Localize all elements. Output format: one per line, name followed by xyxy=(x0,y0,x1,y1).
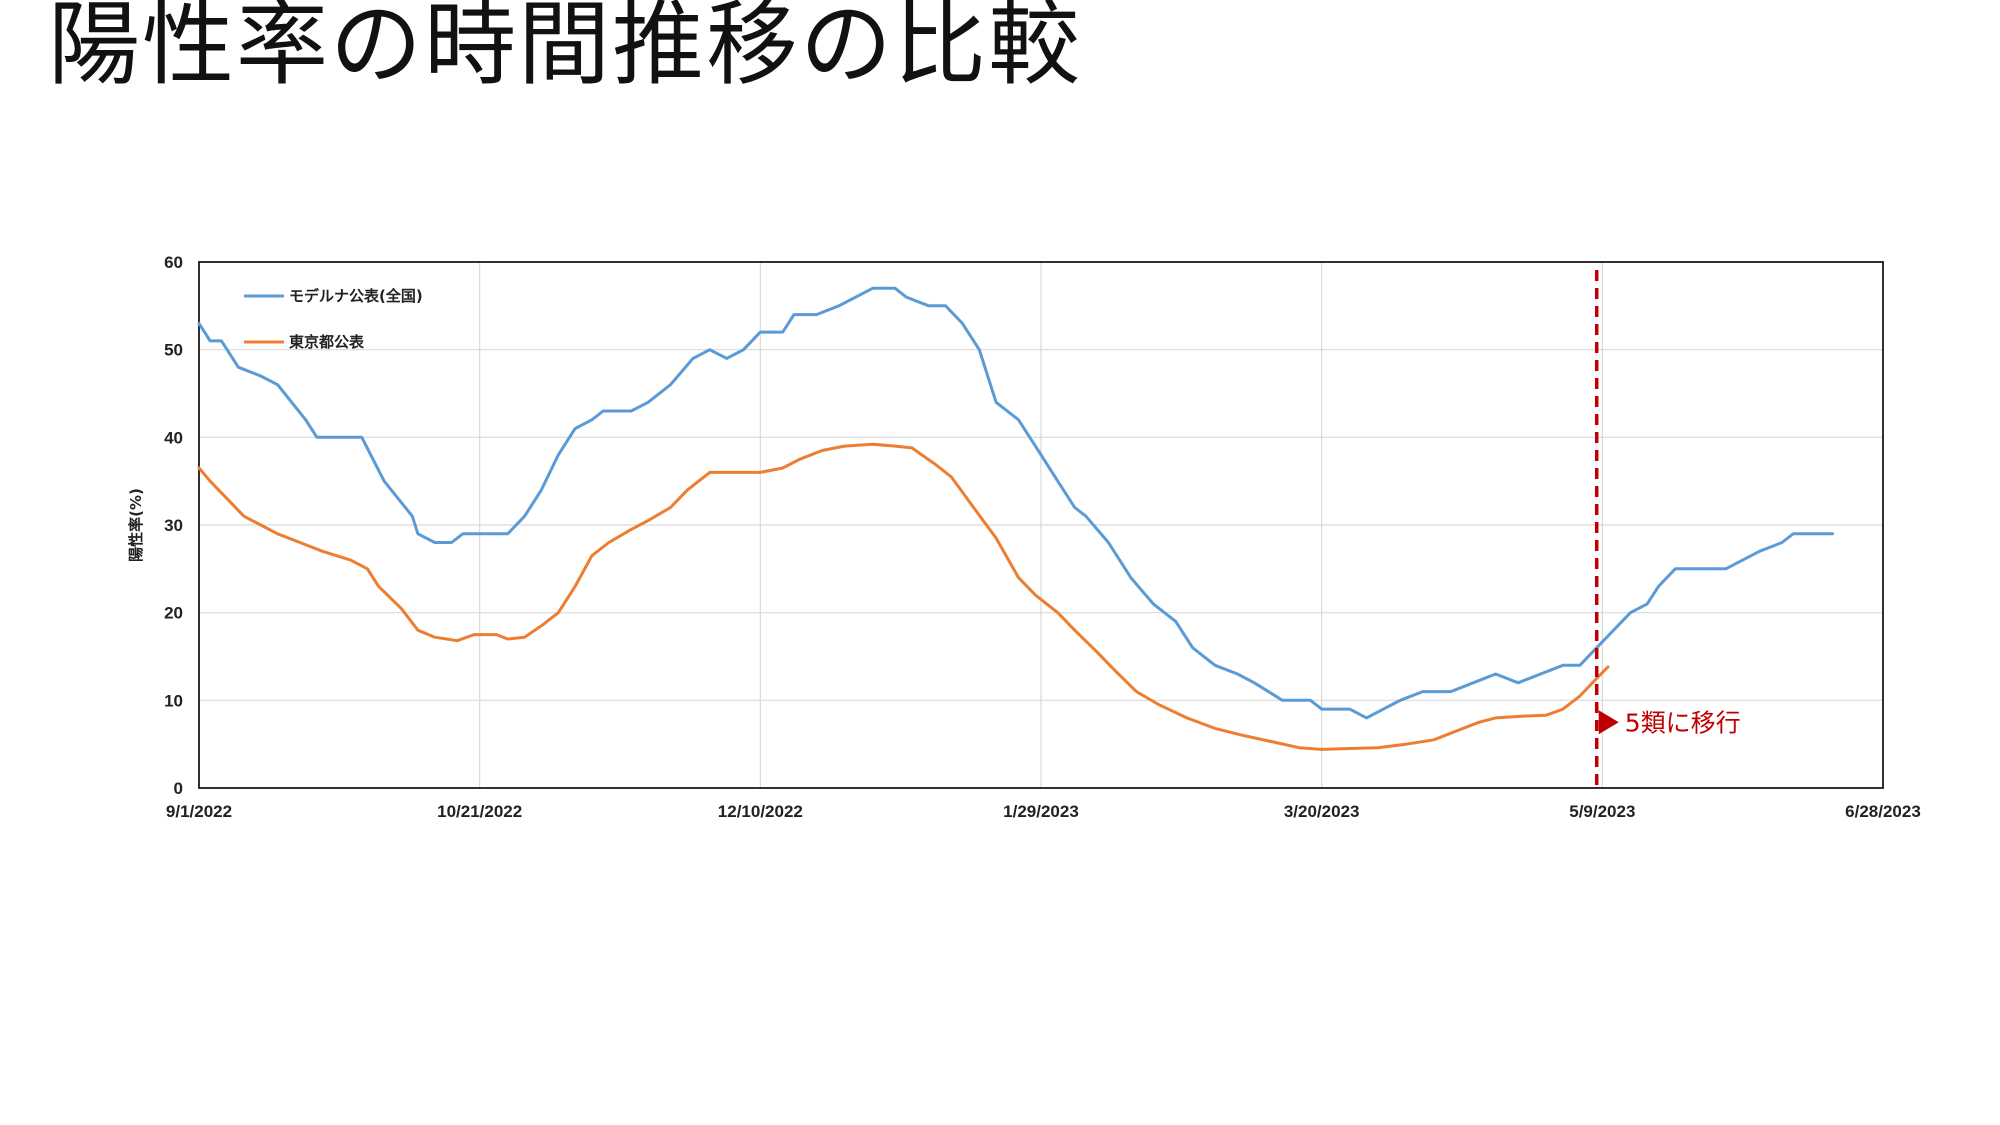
y-axis: 0 10 20 30 40 50 60 xyxy=(164,253,183,798)
x-tick-label: 1/29/2023 xyxy=(1003,802,1079,821)
y-tick-label: 10 xyxy=(164,691,183,710)
y-tick-label: 50 xyxy=(164,341,183,360)
transition-label: 5類に移行 xyxy=(1625,708,1741,737)
x-tick-label: 6/28/2023 xyxy=(1845,802,1921,821)
marker-arrow-icon xyxy=(1598,710,1619,735)
x-tick-label: 10/21/2022 xyxy=(437,802,522,821)
series-layer xyxy=(197,286,1834,751)
x-axis: 9/1/2022 10/21/2022 12/10/2022 1/29/2023 3/2… xyxy=(166,802,1921,821)
y-axis-title: 陽性率(%) xyxy=(127,488,145,562)
x-tick-label: 12/10/2022 xyxy=(718,802,803,821)
y-tick-label: 40 xyxy=(164,428,183,447)
legend: モデルナ公表(全国) 東京都公表 xyxy=(244,287,423,351)
series-line-1 xyxy=(197,286,1834,720)
y-tick-label: 20 xyxy=(164,604,183,623)
x-tick-label: 5/9/2023 xyxy=(1569,802,1635,821)
legend-label-1: モデルナ公表(全国) xyxy=(289,287,423,305)
legend-label-2: 東京都公表 xyxy=(289,333,365,351)
slide-title: 陽性率の時間推移の比較 xyxy=(48,0,1083,98)
plot-area-frame xyxy=(198,261,1884,789)
y-tick-label: 0 xyxy=(174,779,183,798)
y-tick-label: 60 xyxy=(164,253,183,272)
y-tick-label: 30 xyxy=(164,516,183,535)
x-tick-label: 9/1/2022 xyxy=(166,802,232,821)
annotation-layer: 5類に移行 xyxy=(1594,270,1741,788)
series-line-2 xyxy=(197,442,1610,751)
x-tick-label: 3/20/2023 xyxy=(1284,802,1360,821)
